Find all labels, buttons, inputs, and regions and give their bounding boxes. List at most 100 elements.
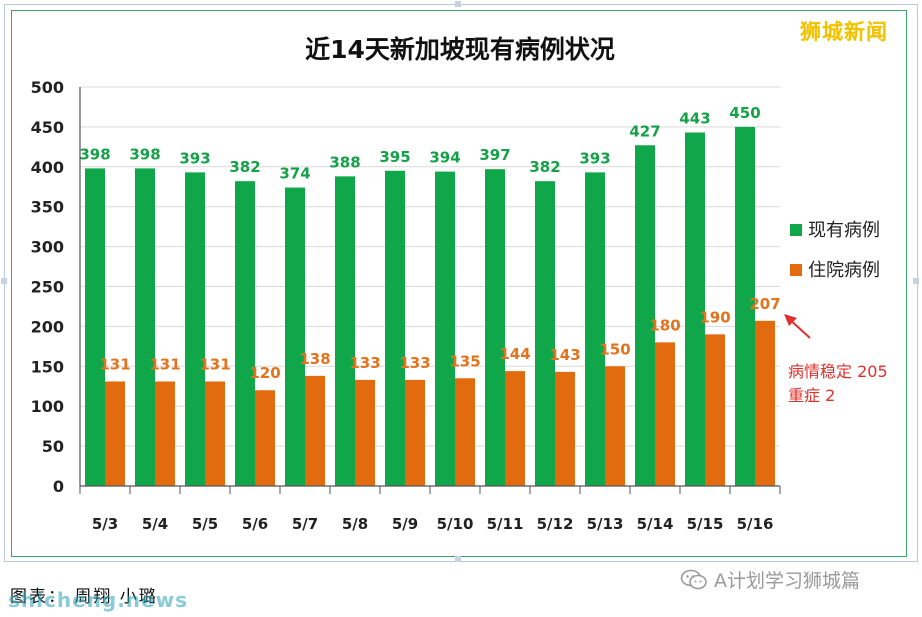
x-tick-label: 5/11 [487, 515, 524, 533]
brand-logo-text: 狮城新闻 [800, 20, 888, 44]
data-label-existing: 374 [279, 165, 310, 183]
resize-handle-top[interactable] [455, 1, 461, 7]
bars [85, 126, 775, 487]
data-label-existing: 427 [629, 122, 660, 140]
data-label-existing: 398 [129, 145, 160, 163]
data-label-existing: 398 [79, 145, 110, 163]
bar-hospitalized [605, 366, 625, 486]
data-label-existing: 382 [529, 158, 560, 176]
bar-existing [685, 132, 705, 486]
legend-label: 现有病例 [808, 220, 880, 241]
data-label-hospitalized: 135 [449, 352, 480, 370]
wechat-account: A计划学习狮城篇 [680, 566, 860, 593]
data-label-hospitalized: 133 [349, 354, 380, 372]
bar-hospitalized [655, 342, 675, 486]
bar-hospitalized [705, 334, 725, 486]
bar-hospitalized [405, 379, 425, 486]
chart-caption: 图表： 周翔 小璐 [10, 587, 158, 607]
annotation: 病情稳定 205 重症 2 [784, 314, 888, 405]
resize-handle-right[interactable] [913, 278, 919, 284]
bar-existing [635, 145, 655, 486]
data-label-hospitalized: 207 [749, 295, 780, 313]
y-tick-label: 400 [31, 158, 64, 177]
bar-existing [85, 168, 105, 486]
bar-hospitalized [105, 381, 125, 486]
legend-swatch [790, 264, 802, 276]
data-label-hospitalized: 131 [99, 355, 130, 373]
data-label-existing: 394 [429, 149, 460, 167]
y-tick-label: 350 [31, 198, 64, 217]
x-tick-label: 5/9 [392, 515, 418, 533]
bar-hospitalized [205, 381, 225, 486]
x-tick-label: 5/3 [92, 515, 118, 533]
resize-handle-left[interactable] [1, 278, 7, 284]
bar-existing [485, 169, 505, 486]
x-tick-label: 5/16 [737, 515, 774, 533]
bar-hospitalized [755, 320, 775, 486]
bar-existing [135, 168, 155, 486]
x-tick-label: 5/12 [537, 515, 574, 533]
data-label-hospitalized: 143 [549, 346, 580, 364]
data-label-hospitalized: 120 [249, 364, 280, 382]
data-label-existing: 382 [229, 158, 260, 176]
bar-existing [735, 126, 755, 487]
x-tick-label: 5/4 [142, 515, 168, 533]
bar-existing [535, 181, 555, 486]
y-tick-label: 200 [31, 317, 64, 336]
bar-hospitalized [455, 378, 475, 486]
data-label-hospitalized: 138 [299, 350, 330, 368]
x-tick-label: 5/8 [342, 515, 368, 533]
bar-hospitalized [305, 375, 325, 486]
bar-hospitalized [255, 390, 275, 486]
y-tick-label: 250 [31, 278, 64, 297]
data-label-existing: 397 [479, 146, 510, 164]
x-tick-label: 5/10 [437, 515, 474, 533]
y-tick-label: 0 [53, 477, 64, 496]
data-label-existing: 393 [579, 149, 610, 167]
resize-handle-bottom[interactable] [455, 556, 461, 562]
legend-label: 住院病例 [808, 260, 880, 281]
y-tick-label: 500 [31, 78, 64, 97]
bar-existing [285, 187, 305, 486]
data-label-hospitalized: 190 [699, 308, 730, 326]
watermark: shicheng.news [8, 588, 188, 612]
wechat-icon [680, 569, 707, 589]
y-tick-label: 450 [31, 118, 64, 137]
bar-existing [335, 176, 355, 486]
y-tick-label: 50 [42, 437, 64, 456]
data-labels: 398 131 398 131 393 131 382 120 374 138 388 133 395 1… [79, 104, 780, 382]
y-tick-label: 300 [31, 238, 64, 257]
data-label-hospitalized: 131 [199, 355, 230, 373]
data-label-existing: 393 [179, 149, 210, 167]
data-label-hospitalized: 133 [399, 354, 430, 372]
x-tick-label: 5/14 [637, 515, 674, 533]
bar-existing [435, 171, 455, 486]
bar-hospitalized [555, 371, 575, 486]
bar-existing [385, 170, 405, 487]
annotation-line-2: 重症 2 [788, 386, 835, 405]
data-label-existing: 443 [679, 109, 710, 127]
data-label-hospitalized: 180 [649, 316, 680, 334]
data-label-existing: 395 [379, 148, 410, 166]
x-tick-label: 5/15 [687, 515, 724, 533]
bar-existing [185, 172, 205, 487]
y-tick-label: 100 [31, 397, 64, 416]
y-tick-label: 150 [31, 357, 64, 376]
data-label-hospitalized: 150 [599, 340, 630, 358]
annotation-line-1: 病情稳定 205 [788, 362, 888, 381]
data-label-existing: 388 [329, 153, 360, 171]
bar-existing [235, 181, 255, 486]
data-label-hospitalized: 144 [499, 345, 530, 363]
annotation-arrow-head [784, 314, 797, 326]
data-label-hospitalized: 131 [149, 355, 180, 373]
bar-existing [585, 172, 605, 487]
x-tick-label: 5/5 [192, 515, 218, 533]
legend-swatch [790, 224, 802, 236]
bar-hospitalized [155, 381, 175, 486]
x-tick-label: 5/13 [587, 515, 624, 533]
bar-hospitalized [355, 379, 375, 486]
axes: 0 50 100 150 200 250 300 350 400 450 500 5/3 5/4 5/5 5… [31, 78, 781, 533]
chart-title: 近14天新加坡现有病例状况 [305, 35, 615, 64]
